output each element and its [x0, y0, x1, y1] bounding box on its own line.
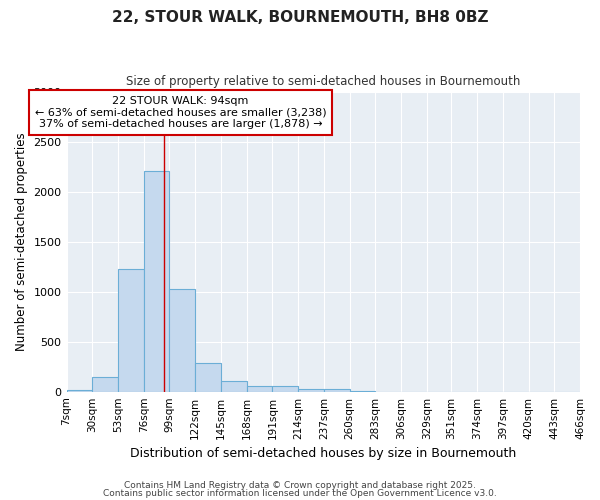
Text: Contains HM Land Registry data © Crown copyright and database right 2025.: Contains HM Land Registry data © Crown c… — [124, 480, 476, 490]
Y-axis label: Number of semi-detached properties: Number of semi-detached properties — [15, 132, 28, 351]
Bar — [118, 269, 144, 392]
Text: Contains public sector information licensed under the Open Government Licence v3: Contains public sector information licen… — [103, 489, 497, 498]
Bar — [195, 363, 221, 392]
Bar — [169, 289, 195, 392]
Bar — [247, 386, 272, 392]
Bar — [221, 381, 247, 392]
Text: 22, STOUR WALK, BOURNEMOUTH, BH8 0BZ: 22, STOUR WALK, BOURNEMOUTH, BH8 0BZ — [112, 10, 488, 25]
Title: Size of property relative to semi-detached houses in Bournemouth: Size of property relative to semi-detach… — [126, 75, 520, 88]
X-axis label: Distribution of semi-detached houses by size in Bournemouth: Distribution of semi-detached houses by … — [130, 447, 517, 460]
Bar — [324, 389, 350, 392]
Bar — [144, 171, 169, 392]
Bar — [67, 390, 92, 392]
Text: 22 STOUR WALK: 94sqm
← 63% of semi-detached houses are smaller (3,238)
37% of se: 22 STOUR WALK: 94sqm ← 63% of semi-detac… — [35, 96, 326, 129]
Bar — [92, 376, 118, 392]
Bar — [298, 388, 324, 392]
Bar — [272, 386, 298, 392]
